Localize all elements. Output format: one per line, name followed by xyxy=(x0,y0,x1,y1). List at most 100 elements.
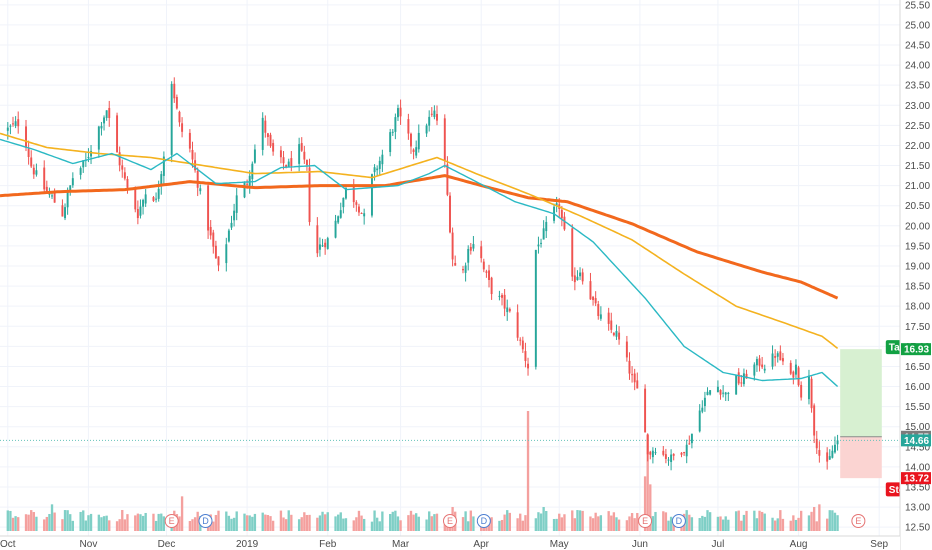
candle xyxy=(212,229,215,254)
volume-bar xyxy=(581,510,584,531)
volume-bar xyxy=(836,515,839,531)
candle xyxy=(90,144,93,165)
candle xyxy=(501,293,503,306)
candle xyxy=(449,192,451,234)
ma-mid-line xyxy=(0,132,839,350)
event-letter: E xyxy=(447,516,453,526)
candle xyxy=(170,81,173,163)
volume-bar xyxy=(706,510,709,531)
volume-bar xyxy=(66,510,69,531)
stop-zone xyxy=(840,436,882,479)
candle xyxy=(662,446,665,457)
candle xyxy=(412,148,415,160)
candle xyxy=(670,449,673,471)
volume-bar xyxy=(825,518,829,531)
volume-bar xyxy=(230,518,233,531)
volume-bar xyxy=(498,520,501,531)
candle xyxy=(269,132,272,148)
y-tick-label: 17.50 xyxy=(905,322,930,333)
candle xyxy=(581,268,584,285)
volume-bar xyxy=(87,515,90,531)
candle xyxy=(415,140,418,159)
earnings-marker: E xyxy=(164,514,179,528)
candle xyxy=(771,345,774,370)
volume-bar xyxy=(719,516,722,531)
volume-bar xyxy=(344,518,348,531)
volume-bar xyxy=(323,514,327,531)
volume-bar xyxy=(303,512,306,531)
volume-bar xyxy=(818,504,821,531)
volume-bar xyxy=(235,511,238,531)
volume-bar xyxy=(690,517,694,531)
candle xyxy=(810,376,813,413)
volume-bar xyxy=(69,514,72,531)
candle xyxy=(152,196,155,202)
candle xyxy=(464,262,467,282)
candle xyxy=(664,448,667,464)
volume-bar xyxy=(734,511,738,531)
candle xyxy=(649,450,652,460)
candle xyxy=(534,249,537,370)
volume-bar xyxy=(48,514,51,531)
event-letter: D xyxy=(202,516,209,526)
candle xyxy=(521,336,524,353)
candle xyxy=(815,430,818,454)
candle xyxy=(279,146,282,164)
volume-bar xyxy=(290,514,293,531)
volume-bar xyxy=(794,519,798,531)
volume-bar xyxy=(318,515,322,531)
volume-bar xyxy=(516,518,519,531)
volume-bar xyxy=(742,514,746,531)
event-letter: E xyxy=(169,516,175,526)
candle xyxy=(654,447,657,455)
volume-bar xyxy=(71,520,75,531)
x-tick-label: Jul xyxy=(712,539,725,550)
candle xyxy=(175,94,178,110)
candle xyxy=(25,119,27,152)
volume-bar xyxy=(807,515,811,531)
candle xyxy=(701,400,704,414)
volume-bar xyxy=(396,516,400,531)
volume-bar xyxy=(360,515,363,531)
volume-bar xyxy=(196,511,199,531)
x-tick-label: 2019 xyxy=(236,539,259,550)
candle xyxy=(610,312,613,334)
earnings-marker: E xyxy=(443,514,457,528)
x-tick-label: Jun xyxy=(632,539,648,550)
candle xyxy=(576,270,579,281)
candle xyxy=(363,208,366,225)
candle xyxy=(45,180,48,193)
candle xyxy=(82,160,85,173)
price-axis[interactable]: 12.50 13.00 13.50 14.00 14.50 15.00 15.50 16.00… xyxy=(899,0,932,550)
candle xyxy=(61,199,64,217)
candle xyxy=(394,113,397,140)
candle xyxy=(579,267,582,280)
candle xyxy=(178,110,181,127)
volume-bar xyxy=(193,517,197,531)
candle xyxy=(592,295,595,306)
volume-bar xyxy=(594,512,597,531)
volume-bar xyxy=(812,507,816,531)
volume-bar xyxy=(578,510,582,531)
volume-bar xyxy=(721,519,725,531)
volume-bar xyxy=(828,510,831,531)
candle xyxy=(410,132,412,154)
volume-bar xyxy=(737,510,740,531)
candle xyxy=(789,360,792,376)
volume-bar xyxy=(191,519,194,531)
candle xyxy=(9,124,12,135)
volume-bar xyxy=(9,510,12,531)
candle xyxy=(698,404,701,433)
candle xyxy=(527,357,530,376)
time-axis[interactable]: Oct Nov Dec 2019 Feb Mar Apr May Jun Jul Aug Sep xyxy=(0,535,900,550)
volume-bar xyxy=(703,516,707,531)
candle xyxy=(716,380,719,393)
volume-bar xyxy=(508,512,511,531)
volume-bar xyxy=(589,516,592,531)
volume-bar xyxy=(758,510,761,531)
candle xyxy=(706,387,709,396)
target-zone xyxy=(840,349,882,437)
